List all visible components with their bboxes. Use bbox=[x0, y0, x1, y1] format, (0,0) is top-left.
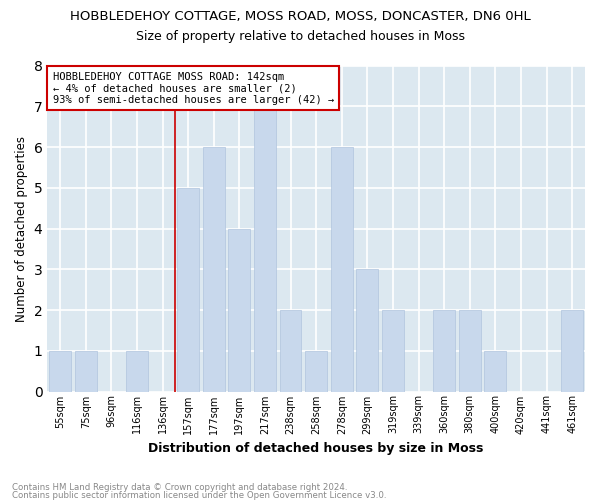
Bar bbox=[331, 147, 353, 392]
Bar bbox=[356, 270, 378, 392]
Bar bbox=[203, 147, 224, 392]
Bar bbox=[126, 351, 148, 392]
Text: Contains HM Land Registry data © Crown copyright and database right 2024.: Contains HM Land Registry data © Crown c… bbox=[12, 484, 347, 492]
Text: Contains public sector information licensed under the Open Government Licence v3: Contains public sector information licen… bbox=[12, 490, 386, 500]
Bar bbox=[305, 351, 327, 392]
Bar bbox=[459, 310, 481, 392]
Bar bbox=[433, 310, 455, 392]
Text: HOBBLEDEHOY COTTAGE MOSS ROAD: 142sqm
← 4% of detached houses are smaller (2)
93: HOBBLEDEHOY COTTAGE MOSS ROAD: 142sqm ← … bbox=[53, 72, 334, 105]
Bar bbox=[177, 188, 199, 392]
Bar bbox=[49, 351, 71, 392]
Bar bbox=[562, 310, 583, 392]
Bar bbox=[229, 228, 250, 392]
Bar bbox=[382, 310, 404, 392]
Bar bbox=[484, 351, 506, 392]
Bar bbox=[75, 351, 97, 392]
Text: HOBBLEDEHOY COTTAGE, MOSS ROAD, MOSS, DONCASTER, DN6 0HL: HOBBLEDEHOY COTTAGE, MOSS ROAD, MOSS, DO… bbox=[70, 10, 530, 23]
Bar bbox=[254, 106, 276, 392]
Y-axis label: Number of detached properties: Number of detached properties bbox=[15, 136, 28, 322]
X-axis label: Distribution of detached houses by size in Moss: Distribution of detached houses by size … bbox=[148, 442, 484, 455]
Text: Size of property relative to detached houses in Moss: Size of property relative to detached ho… bbox=[136, 30, 464, 43]
Bar bbox=[280, 310, 301, 392]
